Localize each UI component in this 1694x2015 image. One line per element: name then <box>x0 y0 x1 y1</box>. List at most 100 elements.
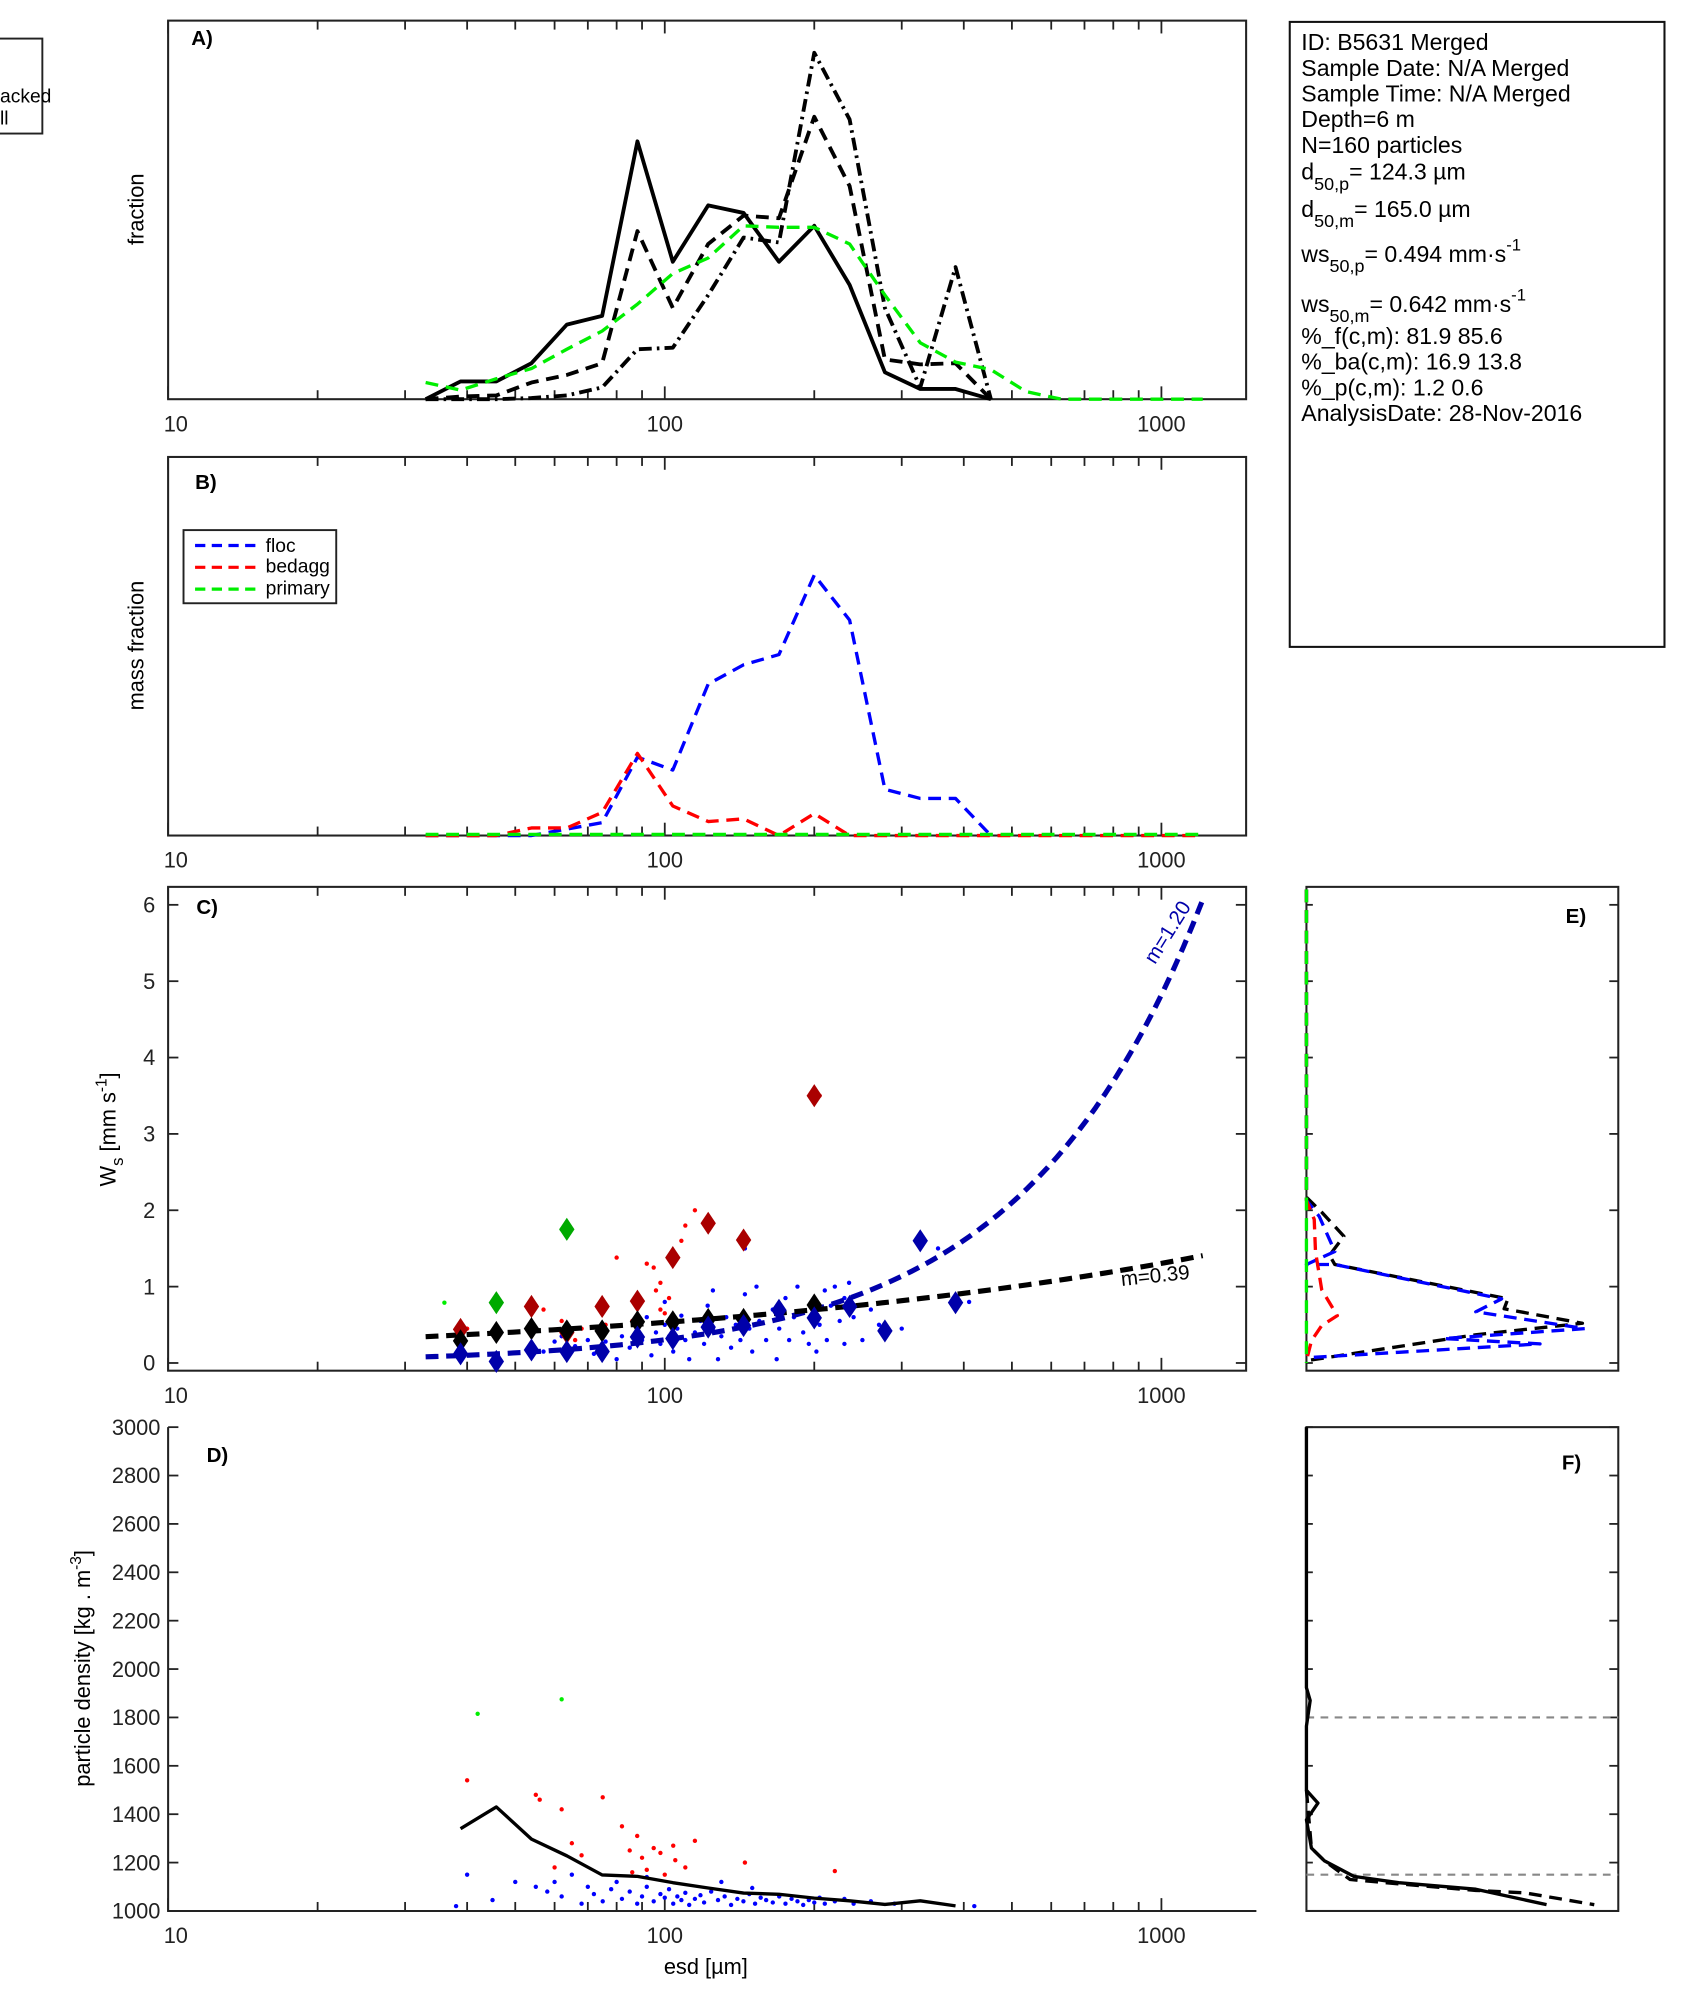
scatter-point-floc <box>608 1887 614 1892</box>
median-marker-floc <box>629 1325 646 1349</box>
scatter-point-floc <box>719 1334 724 1339</box>
scatter-point-floc <box>579 1901 584 1906</box>
y-axis-label-a: fraction <box>124 174 149 245</box>
scatter-point-floc <box>935 1246 941 1251</box>
scatter-point-floc <box>832 1284 838 1289</box>
ylabel-main: W <box>95 1165 120 1186</box>
all-fit <box>425 1253 1204 1340</box>
scatter-point-bedagg <box>651 1265 656 1270</box>
info-ws50m-sub: 50,m <box>1330 306 1370 326</box>
info-box-frame <box>1288 20 1666 648</box>
scatter-point-floc <box>741 1899 746 1904</box>
ylabel-end: ] <box>95 1072 120 1078</box>
panel-title-a: A) <box>191 27 213 50</box>
scatter-point-floc <box>817 1322 822 1327</box>
median-marker-bedagg <box>806 1084 822 1108</box>
info-d50p: d50,p= 124.3 µm <box>1301 159 1465 194</box>
x-tick-label: 10 <box>164 1923 188 1948</box>
scatter-point-floc <box>837 1318 842 1324</box>
scatter-point-floc <box>770 1900 775 1905</box>
scatter-point-floc <box>627 1345 632 1350</box>
median-marker-bedagg <box>523 1294 540 1319</box>
scatter-point-bedagg <box>569 1841 575 1846</box>
y-tick-label: 1 <box>143 1274 155 1299</box>
partial-legend-line1: acked <box>0 87 51 108</box>
scatter-point-floc <box>541 1349 546 1354</box>
scatter-point-bedagg <box>533 1792 538 1798</box>
info-ws50m: ws50,m= 0.642 mm·s-1 <box>1300 285 1526 326</box>
x-axis-label-d: esd [µm] <box>664 1954 748 1979</box>
scatter-point-bedagg <box>537 1797 542 1802</box>
scatter-point-bedagg <box>683 1865 688 1870</box>
y-tick-label: 4 <box>143 1045 155 1070</box>
y-tick-label: 0 <box>143 1351 155 1376</box>
scatter-point-bedagg <box>627 1848 632 1853</box>
partial-legend-box <box>0 37 44 135</box>
scatter-point-floc <box>752 1901 758 1906</box>
info-count: N=160 particles <box>1301 132 1462 158</box>
info-ws50m-pre: ws <box>1300 291 1329 317</box>
scatter-point-floc <box>653 1330 659 1335</box>
scatter-point-bedagg <box>692 1208 698 1213</box>
ylabel-main: particle density [kg . m <box>70 1570 95 1787</box>
scatter-point-floc <box>683 1890 688 1896</box>
info-ws50p-pre: ws <box>1300 241 1329 267</box>
info-percent-bedagg: %_ba(c,m): 16.9 13.8 <box>1301 349 1522 375</box>
x-tick-label: 100 <box>647 411 683 436</box>
median-marker-floc <box>877 1319 893 1343</box>
scatter-point-floc <box>806 1341 811 1347</box>
scatter-point-floc <box>758 1895 763 1900</box>
scatter-point-floc <box>710 1288 716 1293</box>
median-marker-primary <box>488 1291 505 1315</box>
scatter-point-floc <box>513 1879 518 1885</box>
scatter-point-floc <box>639 1894 645 1899</box>
info-d50m-pre: d <box>1301 196 1314 222</box>
scatter-point-bedagg <box>662 1311 667 1316</box>
info-ws50p-sub: 50,p <box>1330 256 1365 276</box>
median-marker-primary <box>559 1217 575 1241</box>
info-d50p-sub: 50,p <box>1314 174 1349 194</box>
scatter-point-floc <box>552 1339 557 1344</box>
median-marker-all <box>806 1293 822 1317</box>
scatter-point-floc <box>614 1879 619 1885</box>
x-tick-label: 10 <box>164 411 188 436</box>
scatter-point-bedagg <box>653 1288 659 1293</box>
scatter-point-floc <box>559 1894 564 1899</box>
scatter-point-floc <box>777 1326 782 1331</box>
density-distribution-all <box>1304 1427 1547 1907</box>
median-marker-all <box>559 1319 575 1343</box>
scatter-point-bedagg <box>658 1307 663 1312</box>
scatter-point-floc <box>619 1334 625 1339</box>
legend-b: floc bedagg primary <box>182 529 338 605</box>
x-tick-label: 1000 <box>1137 411 1186 436</box>
x-tick-label: 100 <box>647 1923 683 1948</box>
scatter-point-floc <box>644 1314 649 1320</box>
scatter-point-floc <box>774 1356 779 1362</box>
scatter-point-primary <box>442 1300 447 1305</box>
info-ws50m-post: = 0.642 mm·s <box>1369 291 1511 317</box>
scatter-point-floc <box>701 1341 707 1347</box>
scatter-point-floc <box>600 1899 605 1904</box>
scatter-point-floc <box>698 1893 703 1898</box>
scatter-point-floc <box>786 1337 792 1343</box>
histogram-all <box>1304 889 1585 1363</box>
y-tick-label: 2800 <box>112 1463 161 1488</box>
median-marker-floc <box>947 1291 964 1315</box>
y-tick-label: 2200 <box>112 1608 161 1633</box>
scatter-point-bedagg <box>644 1261 649 1266</box>
median-marker-bedagg <box>700 1211 716 1235</box>
x-tick-label: 1000 <box>1137 1383 1186 1408</box>
scatter-point-floc <box>812 1900 817 1905</box>
scatter-point-floc <box>687 1902 692 1908</box>
scatter-point-floc <box>569 1872 575 1877</box>
scatter-point-floc <box>742 1292 748 1297</box>
scatter-point-floc <box>675 1894 680 1899</box>
median-marker-all <box>665 1310 681 1334</box>
y-tick-label: 1200 <box>112 1850 161 1875</box>
y-axis-label-b: mass fraction <box>124 581 149 711</box>
y-tick-label: 1000 <box>112 1899 161 1924</box>
axes-d <box>167 1427 1257 1912</box>
y-axis-label-d: particle density [kg . m-3] <box>68 1550 95 1787</box>
ylabel-sup: -3 <box>68 1556 85 1570</box>
